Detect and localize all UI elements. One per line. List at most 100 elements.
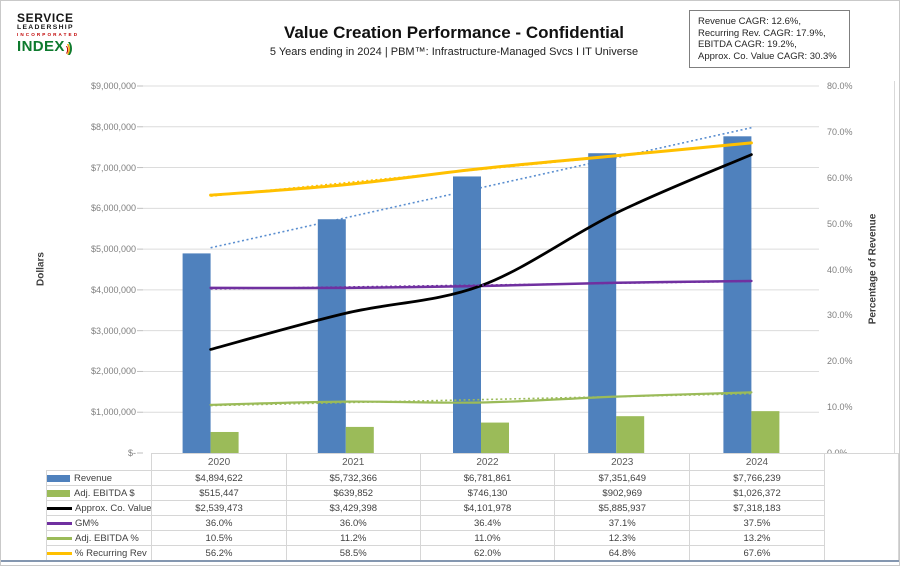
trendline-adj-ebitda- [210,392,752,407]
legend-swatch-gm [47,521,72,525]
page-subtitle: 5 Years ending in 2024 | PBM™: Infrastru… [269,46,639,58]
line-adj-ebitda- [209,391,753,406]
legend-cell-adj-ebitda: Adj. EBITDA % [45,530,153,546]
logo-leadership-text: LEADERSHIP [17,24,74,31]
cell-adj-ebitda-2021: 11.2% [285,530,421,546]
cell-revenue-2024: $7,766,239 [689,470,825,486]
legend-swatch-approx-co-value [47,506,72,510]
left-axis-tick-label: $8,000,000 [90,121,136,132]
left-axis-tick-label: $5,000,000 [90,244,136,255]
page-title: Value Creation Performance - Confidentia… [283,23,625,42]
cell-adj-ebitda-2024: $1,026,372 [689,485,825,501]
table-empty-column [823,453,899,561]
cell-gm-2020: 36.0% [151,515,287,531]
cell-approx-co-value-2020: $2,539,473 [151,500,287,516]
right-axis-tick-label: 60.0% [827,172,853,183]
left-axis-tick-label: $9,000,000 [90,81,136,91]
legend-cell-approx-co-value: Approx. Co. Value [45,500,153,516]
cell-adj-ebitda-2023: $902,969 [554,485,691,501]
service-leadership-index-logo: SERVICE LEADERSHIP INCORPORATED INDEX))) [17,11,79,56]
data-table: 2020 2021 2022 2023 2024 Revenue $4,894,622 $5,… [45,453,899,561]
logo-service-text: SERVICE [17,11,74,25]
cagr-line-recurring: Recurring Rev. CAGR: 17.9%, [698,27,826,39]
cell-recurring-rev-2021: 58.5% [285,545,421,561]
cell-adj-ebitda-2021: $639,852 [285,485,421,501]
bar-adj-ebitda--2021 [345,426,374,453]
left-axis-tick-label: $3,000,000 [90,325,136,336]
bar-revenue-2021 [317,219,346,453]
bar-revenue-2020 [182,253,211,453]
cell-adj-ebitda-2020: 10.5% [151,530,287,546]
legend-cell-revenue: Revenue [45,470,153,486]
table-corner-cell [47,454,152,471]
logo-swoosh-icon: ))) [65,39,74,56]
year-header-2024: 2024 [689,453,825,471]
table-row: Revenue $4,894,622 $5,732,366 $6,781,861 $7,… [45,470,899,486]
cell-revenue-2022: $6,781,861 [419,470,556,486]
cell-gm-2021: 36.0% [285,515,421,531]
legend-label: Adj. EBITDA % [75,532,139,544]
cagr-line-ebitda: EBITDA CAGR: 19.2%, [698,39,797,50]
year-header-2020: 2020 [151,453,287,471]
legend-label: GM% [75,517,99,529]
legend-swatch-adj-ebitda [47,536,72,540]
left-axis-tick-label: $2,000,000 [90,366,136,377]
bar-adj-ebitda--2023 [616,416,645,453]
left-axis-tick-label: $7,000,000 [90,162,136,173]
year-header-2021: 2021 [285,453,421,471]
legend-swatch-revenue [47,474,70,482]
cell-approx-co-value-2023: $5,885,937 [554,500,691,516]
legend-swatch-recurring-rev [47,551,72,555]
year-header-2023: 2023 [554,453,691,471]
cell-adj-ebitda-2024: 13.2% [689,530,825,546]
legend-label: Revenue [74,472,113,484]
legend-cell-adj-ebitda: Adj. EBITDA $ [45,485,153,501]
table-row: Adj. EBITDA % 10.5% 11.2% 11.0% 12.3% 13.2% [45,530,899,546]
bar-adj-ebitda--2024 [751,411,780,453]
left-axis-tick-label: $1,000,000 [90,407,136,418]
right-axis-title: Percentage of Revenue [867,213,879,325]
right-axis-tick-label: 20.0% [827,356,853,367]
left-axis-tick-label: $6,000,000 [90,203,136,214]
left-axis-tick-label: $4,000,000 [90,284,136,295]
cell-adj-ebitda-2022: $746,130 [419,485,556,501]
legend-label: Approx. Co. Value [75,502,152,514]
cagr-line-revenue: Revenue CAGR: 12.6%, [698,16,801,27]
cell-adj-ebitda-2020: $515,447 [151,485,287,501]
legend-swatch-adj-ebitda [47,489,70,497]
cell-revenue-2023: $7,351,649 [554,470,691,486]
bar-revenue-2024 [723,136,752,453]
cell-revenue-2020: $4,894,622 [151,470,287,486]
cell-gm-2022: 36.4% [419,515,556,531]
legend-cell-gm: GM% [45,515,153,531]
line-approx-co-value [209,153,753,351]
cagr-summary-box: Revenue CAGR: 12.6%, Recurring Rev. CAGR… [689,10,850,68]
cagr-line-covalue: Approx. Co. Value CAGR: 30.3% [698,50,837,62]
cell-approx-co-value-2022: $4,101,978 [419,500,556,516]
table-row: Adj. EBITDA $ $515,447 $639,852 $746,130 $90… [45,485,899,501]
cell-revenue-2021: $5,732,366 [285,470,421,486]
legend-label: % Recurring Rev [75,547,147,559]
left-axis-title: Dollars [35,252,47,286]
cell-recurring-rev-2022: 62.0% [419,545,556,561]
cell-gm-2024: 37.5% [689,515,825,531]
cell-approx-co-value-2024: $7,318,183 [689,500,825,516]
cell-recurring-rev-2024: 67.6% [689,545,825,561]
bar-revenue-2023 [588,153,617,453]
right-axis-tick-label: 80.0% [827,81,853,91]
table-row: % Recurring Rev 56.2% 58.5% 62.0% 64.8% 67.6% [45,545,899,561]
left-axis-tick-label: $- [127,448,136,458]
table-row: Approx. Co. Value $2,539,473 $3,429,398 $4,… [45,500,899,516]
right-axis-tick-label: 30.0% [827,310,853,321]
legend-cell-recurring-rev: % Recurring Rev [45,545,153,561]
cell-adj-ebitda-2023: 12.3% [554,530,691,546]
year-header-2022: 2022 [419,453,556,471]
right-axis-tick-label: 50.0% [827,218,853,229]
cell-recurring-rev-2020: 56.2% [151,545,287,561]
logo-index-text: INDEX))) [17,38,74,56]
legend-label: Adj. EBITDA $ [74,487,135,499]
bar-revenue-2022 [453,176,481,453]
bar-adj-ebitda--2020 [210,431,239,453]
trendline--recurring-rev [210,141,752,197]
